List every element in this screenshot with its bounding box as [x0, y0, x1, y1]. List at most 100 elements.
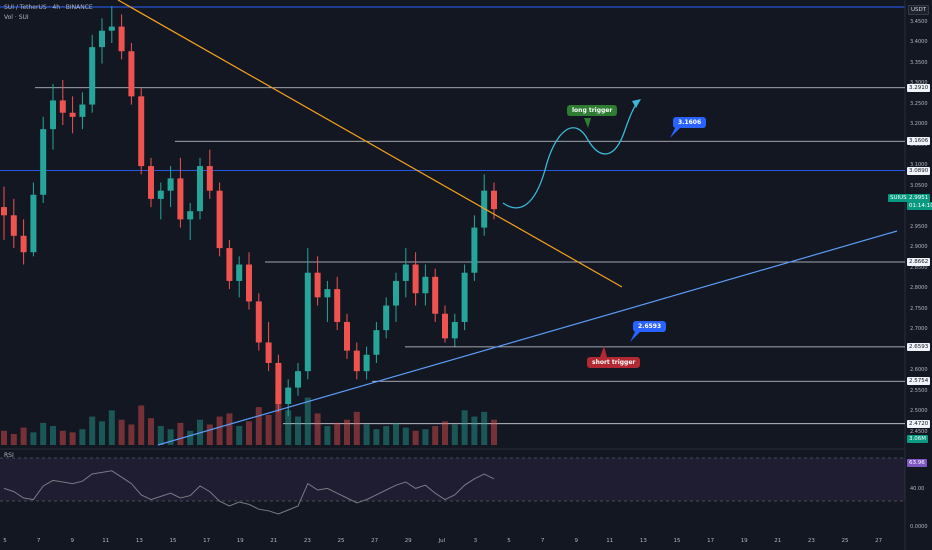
time-tick: 17: [707, 538, 715, 544]
volume-bar: [148, 418, 154, 445]
volume-bar: [89, 416, 96, 445]
candle-body: [206, 166, 213, 191]
candle-body: [255, 301, 262, 343]
volume-bar: [344, 419, 350, 445]
price-tick: 2.4500: [910, 428, 928, 435]
time-tick: 19: [236, 538, 244, 544]
candle-body: [373, 330, 380, 355]
volume-bar: [383, 426, 390, 445]
price-tick: 2.6000: [910, 367, 928, 374]
time-tick: 7: [36, 538, 41, 544]
volume-bar: [373, 429, 380, 445]
candle-body: [383, 305, 390, 331]
price-tick: 2.7000: [910, 326, 928, 333]
volume-bar: [20, 427, 27, 445]
price-tick: 3.4000: [910, 39, 928, 46]
symbol-title[interactable]: SUI / TetherUS · 4h · BINANCE: [4, 4, 93, 11]
candle-body: [402, 264, 409, 281]
volume-bar: [295, 416, 301, 445]
volume-bar: [432, 426, 439, 445]
volume-bar: [40, 422, 47, 445]
price-tick: 3.2000: [910, 121, 928, 128]
time-tick: 25: [841, 538, 849, 544]
rsi-band-fill: [0, 458, 905, 501]
volume-bar: [99, 421, 105, 445]
time-tick: 5: [507, 538, 511, 544]
time-tick: 23: [807, 538, 815, 544]
candle-body: [295, 371, 301, 388]
time-tick: 27: [875, 538, 883, 544]
volume-indicator-title[interactable]: Vol · SUI: [4, 14, 29, 21]
rsi-tick: 0.0000: [910, 524, 928, 530]
price-tick: 2.8000: [910, 285, 928, 292]
volume-bar: [461, 410, 468, 445]
price-tick: 2.8500: [910, 264, 928, 271]
volume-bar: [471, 416, 478, 445]
volume-bar: [138, 405, 145, 445]
volume-bar: [30, 432, 37, 445]
time-tick: 11: [606, 538, 614, 544]
price-level-label: 2.8662: [907, 257, 931, 266]
time-tick: 21: [774, 538, 782, 544]
volume-bar: [255, 407, 262, 445]
volume-bar: [402, 427, 409, 445]
candle-body: [187, 211, 194, 220]
volume-bar: [128, 424, 135, 445]
volume-bar: [1, 430, 7, 445]
price-tick: 3.3500: [910, 59, 928, 66]
candle-body: [314, 272, 321, 298]
time-tick: 3: [473, 538, 478, 544]
rsi-indicator-title[interactable]: RSI: [4, 452, 14, 459]
price-level-label: 2.6593: [907, 342, 931, 351]
current-price-label: 2.9951: [907, 194, 931, 202]
time-tick: 19: [740, 538, 748, 544]
volume-bar: [50, 426, 56, 445]
candle-body: [10, 215, 17, 236]
candle-body: [363, 354, 370, 372]
candle-body: [265, 342, 272, 363]
candle-body: [108, 26, 115, 31]
candle-body: [69, 112, 76, 117]
candle-body: [216, 190, 223, 249]
volume-bar: [108, 410, 115, 445]
time-tick: 5: [3, 538, 7, 544]
candle-body: [1, 207, 7, 216]
ascending-trendline: [157, 230, 898, 446]
candle-body: [128, 51, 135, 97]
volume-bar: [451, 424, 458, 445]
candle-body: [412, 264, 419, 294]
volume-bar: [265, 415, 272, 445]
candle-body: [285, 387, 292, 404]
candle-body: [226, 248, 233, 281]
projection-arrowhead: [632, 99, 641, 108]
price-tick: 2.5500: [910, 387, 928, 394]
candle-body: [304, 272, 311, 372]
volume-bar: [304, 397, 311, 445]
time-tick: 13: [135, 538, 143, 544]
time-tick: 9: [70, 538, 74, 544]
currency-selector[interactable]: USDT: [908, 5, 930, 15]
candle-body: [157, 190, 164, 199]
candle-body: [491, 190, 497, 210]
volume-bar: [353, 411, 360, 445]
volume-bar: [363, 424, 370, 445]
candle-body: [451, 321, 458, 339]
candle-body: [461, 272, 468, 322]
time-tick: 13: [639, 538, 647, 544]
volume-bar: [246, 421, 252, 445]
time-tick: 27: [371, 538, 379, 544]
candle-body: [89, 47, 96, 105]
volume-bar: [236, 426, 243, 445]
volume-bar: [177, 422, 184, 445]
candle-body: [30, 194, 37, 253]
candle-body: [197, 166, 203, 212]
bar-countdown-label: 01:14:10: [907, 202, 932, 210]
short-trigger-pointer: [600, 346, 607, 357]
price-tick: 3.0500: [910, 182, 928, 189]
current-symbol-badge: SUIUSDT: [888, 194, 917, 202]
candle-body: [148, 166, 154, 199]
time-tick: 9: [574, 538, 578, 544]
rsi-value-label: 63.96: [907, 459, 927, 467]
